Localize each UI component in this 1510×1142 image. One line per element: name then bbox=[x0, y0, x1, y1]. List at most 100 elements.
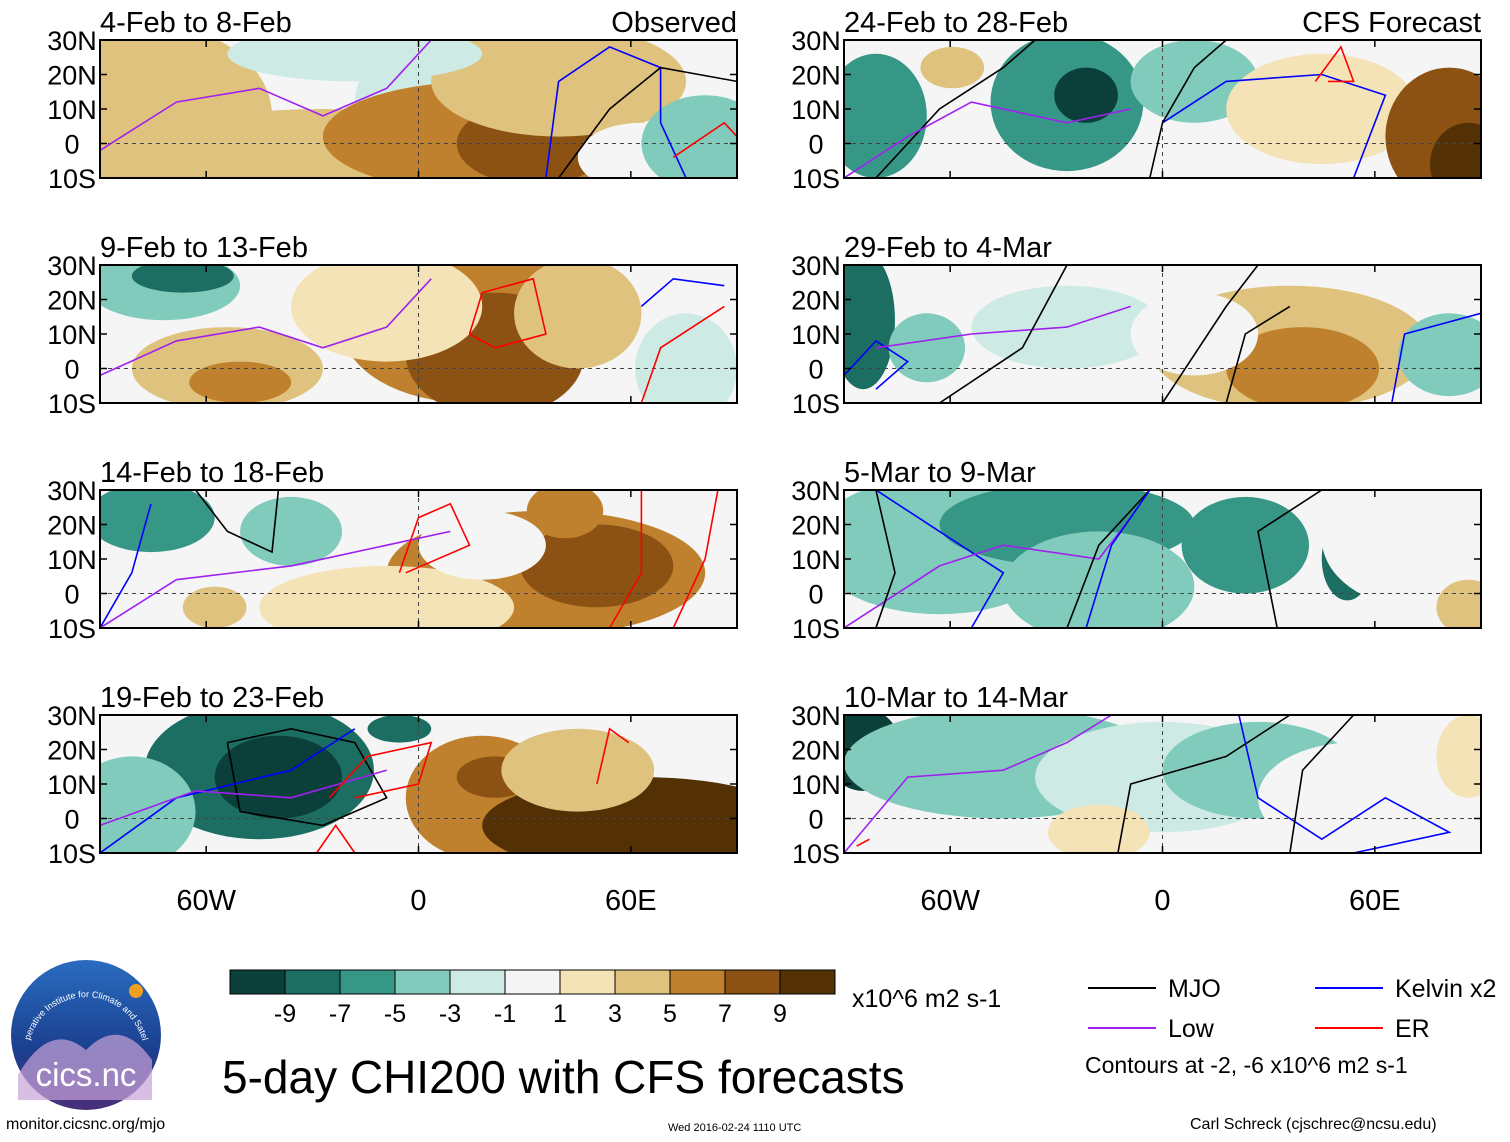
wave-contour bbox=[1085, 490, 1151, 628]
anomaly-region bbox=[844, 265, 895, 390]
anomaly-region bbox=[514, 265, 642, 369]
lat-tick-label: 20N bbox=[791, 736, 841, 766]
logo-waves bbox=[18, 1034, 152, 1100]
lat-tick-label: 10S bbox=[792, 389, 840, 419]
wave-contour bbox=[875, 490, 1005, 628]
anomaly-region bbox=[501, 728, 655, 812]
lat-tick-label: 30N bbox=[791, 701, 841, 731]
map-panel: 10-Mar to 14-Mar bbox=[843, 682, 1482, 854]
anomaly-region bbox=[641, 95, 737, 178]
panel-ticks bbox=[844, 264, 1481, 404]
footer-url[interactable]: monitor.cicsnc.org/mjo bbox=[6, 1116, 166, 1133]
wave-contour bbox=[557, 66, 737, 178]
colorbar-bin bbox=[394, 969, 451, 995]
wave-contour bbox=[1289, 715, 1355, 853]
wave-contour bbox=[1149, 40, 1227, 178]
logo-text: cics.nc bbox=[36, 1056, 137, 1093]
wave-contour bbox=[1391, 312, 1481, 403]
legend-label: Kelvin x2 bbox=[1395, 975, 1496, 1003]
wave-contour bbox=[468, 277, 547, 349]
lon-tick-label: 60E bbox=[1349, 885, 1401, 917]
colorbar-bin bbox=[669, 969, 726, 995]
wave-contour bbox=[608, 490, 643, 628]
wave-contour bbox=[640, 277, 725, 308]
colorbar-tick-label: -5 bbox=[384, 1000, 406, 1028]
anomaly-region bbox=[418, 510, 546, 580]
anomaly-region bbox=[1436, 579, 1481, 628]
wave-contour bbox=[1238, 715, 1452, 853]
wave-contour bbox=[1066, 490, 1151, 628]
anomaly-region bbox=[189, 361, 292, 403]
anomaly-region bbox=[131, 265, 234, 293]
anomaly-region bbox=[259, 565, 515, 628]
lat-tick-label: 20N bbox=[47, 286, 97, 316]
anomaly-region bbox=[1321, 490, 1481, 608]
map-panel: 19-Feb to 23-Feb bbox=[99, 682, 738, 854]
wave-contour bbox=[328, 741, 433, 799]
lat-tick-label: 20N bbox=[47, 511, 97, 541]
wave-contour bbox=[844, 101, 1131, 178]
anomaly-region bbox=[1258, 742, 1450, 853]
anomaly-region bbox=[214, 735, 343, 819]
wave-contour bbox=[1161, 265, 1259, 403]
colorbar-tick-label: 1 bbox=[553, 1000, 567, 1028]
lat-tick-label: 20N bbox=[47, 736, 97, 766]
footer-credit: Carl Schreck (cjschrec@ncsu.edu) bbox=[1190, 1116, 1437, 1133]
wave-contour bbox=[844, 715, 1112, 853]
wave-contour bbox=[1314, 45, 1355, 83]
lat-tick-label: 30N bbox=[47, 251, 97, 281]
anomaly-region bbox=[100, 490, 215, 553]
colorbar-bin bbox=[559, 969, 616, 995]
wave-contour bbox=[226, 727, 388, 827]
anomaly-region bbox=[635, 313, 737, 403]
lat-tick-label: 10S bbox=[48, 839, 96, 869]
lon-tick-label: 60W bbox=[176, 885, 236, 917]
panel-period-label: 4-Feb to 8-Feb bbox=[100, 7, 292, 39]
legend-label: Low bbox=[1168, 1015, 1215, 1043]
legend-label: ER bbox=[1395, 1015, 1430, 1043]
anomaly-region bbox=[920, 46, 985, 89]
lat-tick-label: 10N bbox=[47, 545, 97, 575]
colorbar-tick-label: 7 bbox=[718, 1000, 732, 1028]
colorbar-bin bbox=[504, 969, 561, 995]
wave-contour bbox=[875, 305, 1131, 349]
anomaly-region bbox=[431, 40, 687, 137]
lat-tick-label: 20N bbox=[791, 286, 841, 316]
anomaly-region bbox=[1430, 122, 1481, 178]
lon-tick-label: 60W bbox=[920, 885, 980, 917]
lon-tick-label: 0 bbox=[410, 885, 426, 917]
panel-period-label: 24-Feb to 28-Feb bbox=[844, 7, 1068, 39]
lat-tick-label: 10N bbox=[791, 95, 841, 125]
anomaly-region bbox=[1130, 40, 1259, 123]
lat-tick-label: 30N bbox=[791, 251, 841, 281]
column-header: Observed bbox=[611, 7, 737, 39]
wave-contour bbox=[939, 265, 1068, 403]
colorbar-bin bbox=[449, 969, 506, 995]
map-panel: 14-Feb to 18-Feb bbox=[99, 457, 738, 629]
lat-tick-label: 0 bbox=[64, 355, 79, 385]
colorbar-tick-label: 5 bbox=[663, 1000, 677, 1028]
panel-ticks bbox=[844, 489, 1481, 629]
colorbar-tick-label: -9 bbox=[274, 1000, 296, 1028]
column-header: CFS Forecast bbox=[1302, 7, 1481, 39]
panel-period-label: 14-Feb to 18-Feb bbox=[100, 457, 324, 489]
wave-contour bbox=[875, 490, 896, 628]
panel-period-label: 19-Feb to 23-Feb bbox=[100, 682, 324, 714]
panel-ticks bbox=[100, 264, 737, 404]
panel-ticks bbox=[844, 39, 1481, 179]
colorbar-bin bbox=[779, 969, 836, 995]
panel-ticks bbox=[844, 714, 1481, 854]
lat-tick-label: 0 bbox=[808, 130, 823, 160]
figure-title: 5-day CHI200 with CFS forecasts bbox=[222, 1051, 905, 1103]
lat-tick-label: 10S bbox=[792, 164, 840, 194]
wave-contour bbox=[672, 490, 719, 628]
wave-contour bbox=[672, 121, 737, 158]
wave-contour bbox=[1257, 490, 1323, 628]
wave-contour bbox=[398, 502, 471, 574]
wave-contour bbox=[844, 517, 1132, 628]
colorbar-bin bbox=[339, 969, 396, 995]
colorbar-tick-label: -3 bbox=[439, 1000, 461, 1028]
lat-tick-label: 30N bbox=[791, 26, 841, 56]
contour-note: Contours at -2, -6 x10^6 m2 s-1 bbox=[1085, 1052, 1408, 1078]
